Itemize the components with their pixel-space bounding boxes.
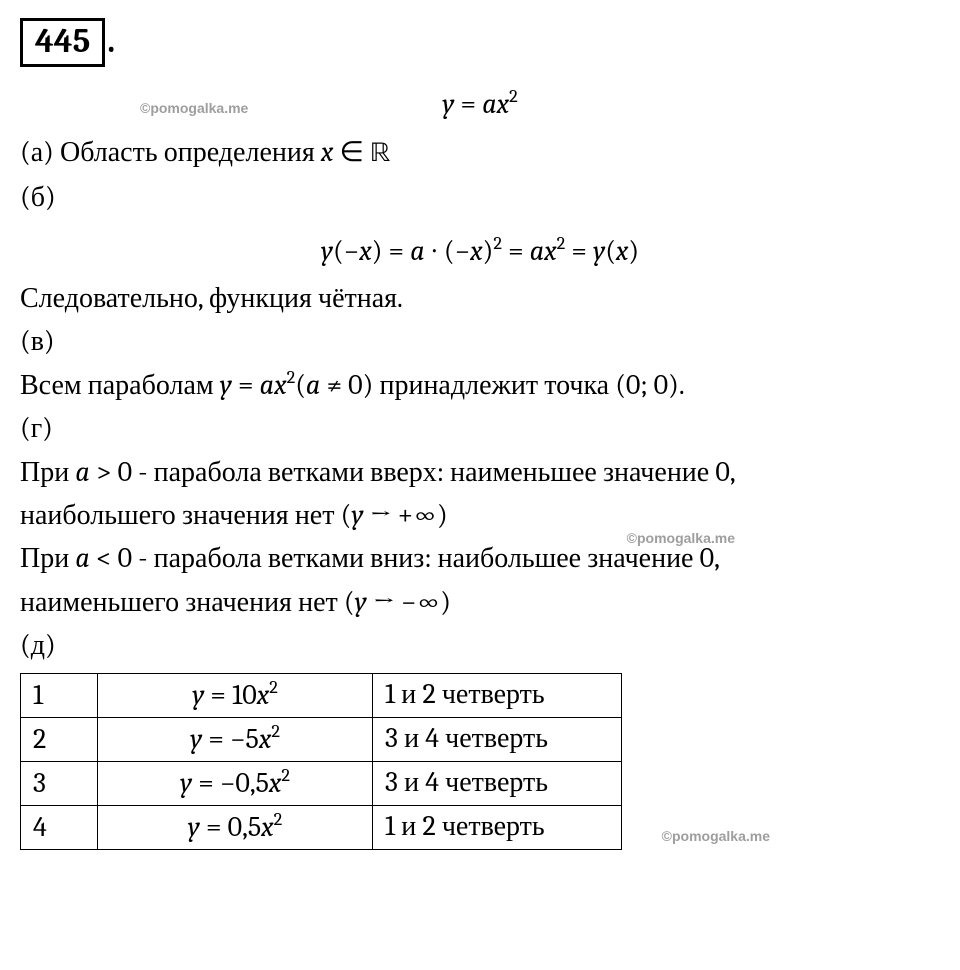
part-a-line: (а) Область определения x ∈ ℝ xyxy=(20,131,940,176)
part-d-label: (д) xyxy=(20,629,56,661)
part-g-line4: наименьшего значения нет (y → −∞) xyxy=(20,581,940,624)
answers-table: 1y = 10x21 и 2 четверть2y = −5x23 и 4 че… xyxy=(20,673,622,850)
table-cell-function: y = 0,5x2 xyxy=(98,806,373,850)
part-g-line2: наибольшего значения нет (y → +∞) xyxy=(20,494,940,537)
table-cell-quadrants: 3 и 4 четверть xyxy=(373,762,622,806)
table-cell-quadrants: 3 и 4 четверть xyxy=(373,718,622,762)
table-cell-num: 2 xyxy=(21,718,98,762)
table-cell-quadrants: 1 и 2 четверть xyxy=(373,674,622,718)
table-row: 2y = −5x23 и 4 четверть xyxy=(21,718,622,762)
part-g-line3: При a < 0 - парабола ветками вниз: наибо… xyxy=(20,537,940,580)
content: y = ax2 (а) Область определения x ∈ ℝ (б… xyxy=(20,83,940,850)
main-equation: y = ax2 xyxy=(20,83,940,126)
problem-number-box: 445 xyxy=(20,18,105,67)
answers-tbody: 1y = 10x21 и 2 четверть2y = −5x23 и 4 че… xyxy=(21,674,622,850)
problem-header: 445. xyxy=(20,18,940,67)
page: 445. ©pomogalka.me ©pomogalka.me ©pomoga… xyxy=(0,0,960,880)
table-row: 1y = 10x21 и 2 четверть xyxy=(21,674,622,718)
part-v-text: Всем параболам y = ax2(a ≠ 0) принадлежи… xyxy=(20,364,940,407)
table-cell-function: y = −0,5x2 xyxy=(98,762,373,806)
table-cell-num: 4 xyxy=(21,806,98,850)
table-cell-num: 3 xyxy=(21,762,98,806)
part-b-label: (б) xyxy=(20,181,56,213)
part-b-conclusion: Следовательно, функция чётная. xyxy=(20,277,940,320)
part-v-label-line: (в) xyxy=(20,320,940,363)
problem-number-dot: . xyxy=(107,21,115,61)
part-g-label: (г) xyxy=(20,412,53,444)
part-b-equation: y(−x) = a ∙ (−x)2 = ax2 = y(x) xyxy=(20,230,940,273)
part-g-line1: При a > 0 - парабола ветками вверх: наим… xyxy=(20,451,940,494)
part-a-label: (а) xyxy=(20,136,54,168)
table-cell-function: y = 10x2 xyxy=(98,674,373,718)
table-cell-quadrants: 1 и 2 четверть xyxy=(373,806,622,850)
part-a-text: Область определения x ∈ ℝ xyxy=(60,136,391,168)
part-d-label-line: (д) xyxy=(20,624,940,667)
part-v-label: (в) xyxy=(20,325,55,357)
part-b-label-line: (б) xyxy=(20,176,940,219)
table-cell-num: 1 xyxy=(21,674,98,718)
answers-table-wrap: 1y = 10x21 и 2 четверть2y = −5x23 и 4 че… xyxy=(20,673,940,850)
part-g-label-line: (г) xyxy=(20,407,940,450)
table-row: 3y = −0,5x23 и 4 четверть xyxy=(21,762,622,806)
table-row: 4y = 0,5x21 и 2 четверть xyxy=(21,806,622,850)
table-cell-function: y = −5x2 xyxy=(98,718,373,762)
